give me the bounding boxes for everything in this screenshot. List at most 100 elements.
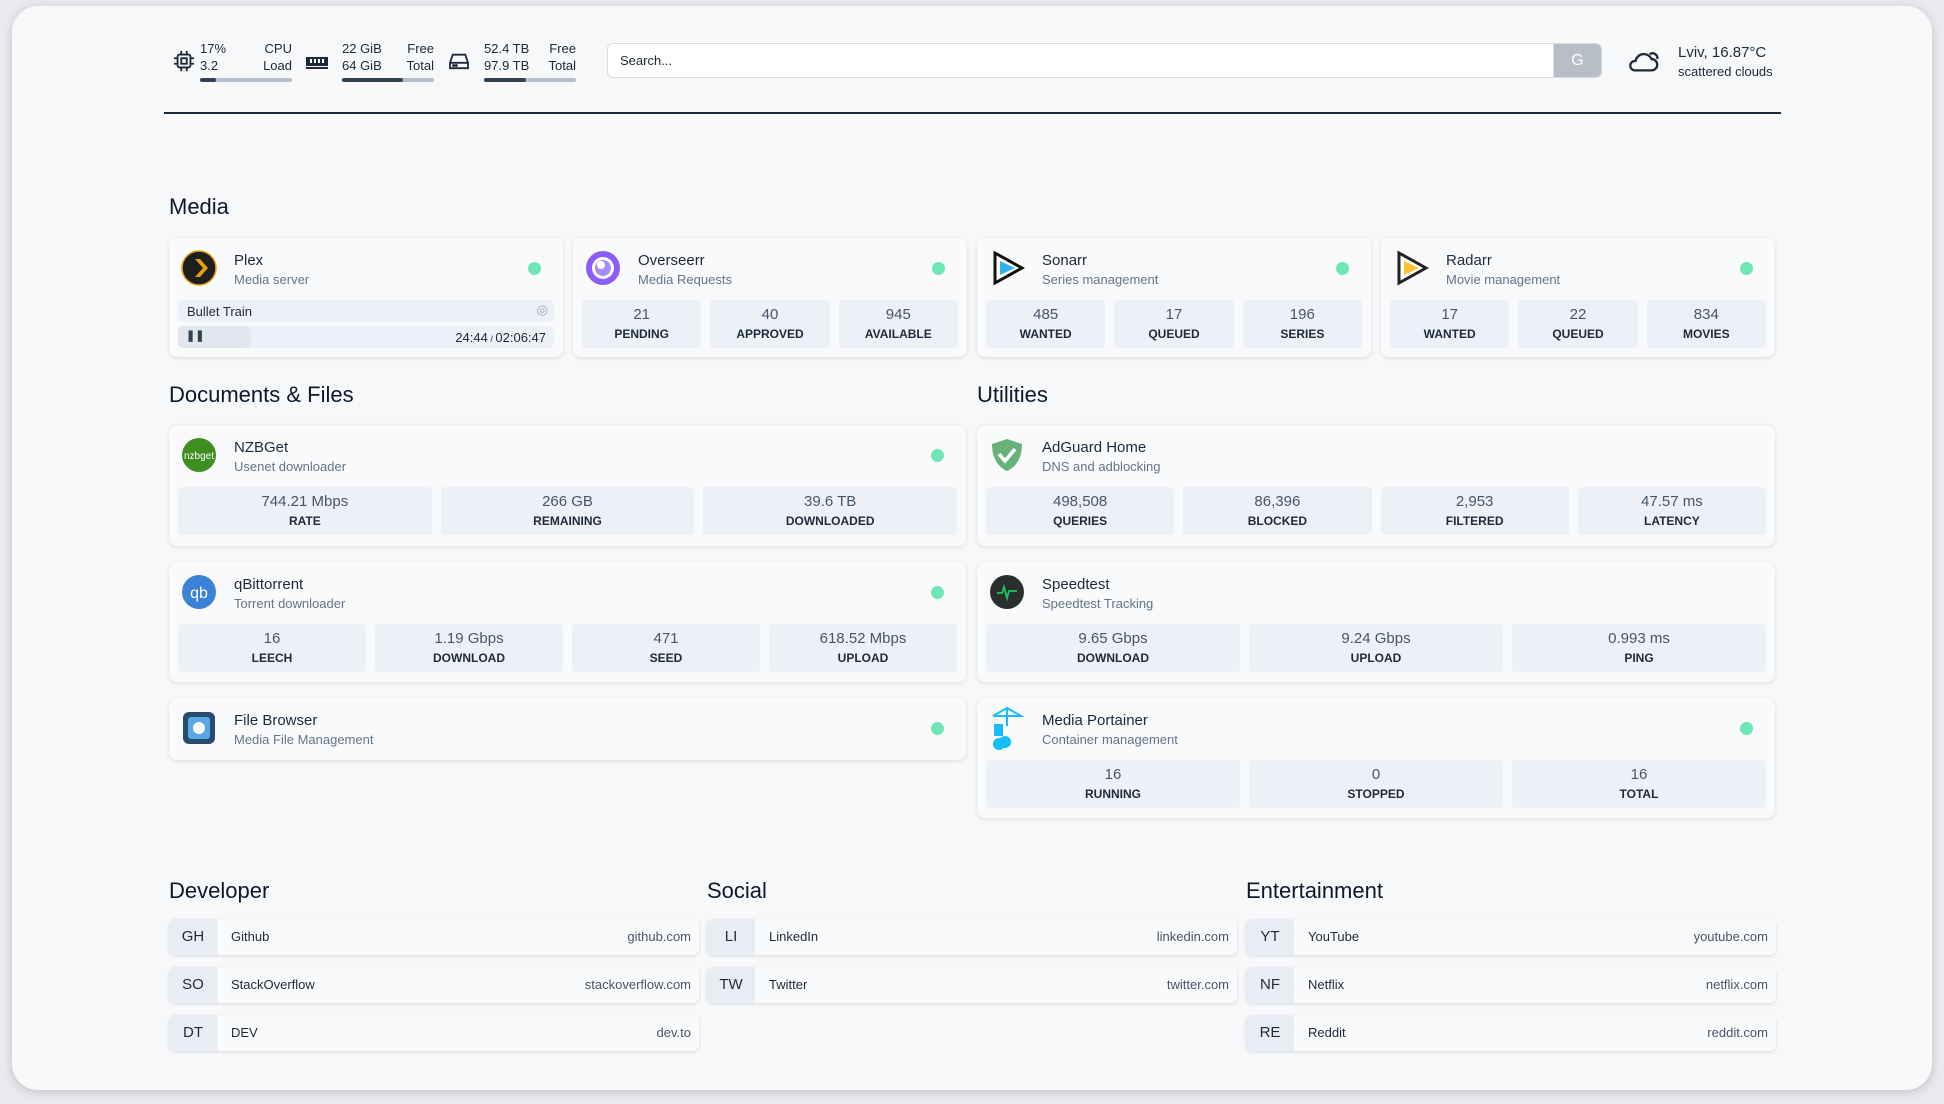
weather-location: Lviv, 16.87°C	[1678, 44, 1767, 61]
memory-usage-bar	[342, 78, 434, 82]
service-title: File Browser	[234, 712, 318, 729]
stat-value: 485	[1033, 306, 1059, 323]
service-card-portainer[interactable]: Media Portainer Container management 16 RUN…	[977, 698, 1775, 818]
service-card-radarr[interactable]: Radarr Movie management 17 WANTED 22 QUEUED 83…	[1381, 238, 1775, 357]
now-playing[interactable]: Bullet Train ◎	[178, 300, 554, 322]
stat-value: 498,508	[1053, 493, 1108, 510]
bookmark-url: linkedin.com	[1156, 929, 1229, 944]
stat-label: RATE	[288, 514, 321, 528]
stat-value: 40	[761, 306, 779, 323]
stat-wanted: 17 WANTED	[1390, 300, 1510, 348]
section-heading-media: Media	[169, 194, 229, 219]
stat-label: UPLOAD	[837, 651, 889, 665]
bookmark-abbr: SO	[169, 967, 217, 1003]
stream-info-icon[interactable]: ◎	[536, 302, 548, 317]
stat-series: 196 SERIES	[1242, 300, 1362, 348]
service-subtitle: Speedtest Tracking	[1042, 596, 1154, 611]
stats-row: 17 WANTED 22 QUEUED 834 MOVIES	[1390, 300, 1766, 348]
search-input[interactable]	[608, 44, 1548, 77]
service-subtitle: Movie management	[1446, 272, 1561, 287]
stat-value: 834	[1693, 306, 1719, 323]
cpu-icon	[173, 50, 195, 77]
overseerr-icon	[585, 250, 621, 286]
stat-label: WANTED	[1423, 327, 1476, 341]
stats-row: 16 RUNNING 0 STOPPED 16 TOTAL	[986, 760, 1766, 808]
stat-value: 17	[1165, 306, 1183, 323]
bookmark-netflix[interactable]: NF Netflix netflix.com	[1246, 967, 1776, 1003]
stat-value: 47.57 ms	[1641, 493, 1703, 510]
stat-label: DOWNLOAD	[1077, 651, 1149, 665]
service-subtitle: DNS and adblocking	[1042, 459, 1161, 474]
stat-label: QUEUED	[1148, 327, 1200, 341]
bookmark-dev[interactable]: DT DEV dev.to	[169, 1015, 699, 1051]
service-title: Overseerr	[638, 252, 705, 269]
bookmark-url: dev.to	[656, 1025, 691, 1040]
service-card-speedtest[interactable]: Speedtest Speedtest Tracking 9.65 Gbps DOWN…	[977, 562, 1775, 682]
stat-label: RUNNING	[1085, 787, 1141, 801]
service-title: Media Portainer	[1042, 712, 1148, 729]
playback-bar[interactable]: ❚❚ 24:44 / 02:06:47	[178, 326, 554, 348]
radarr-icon	[1393, 250, 1430, 286]
stat-label: TOTAL	[1619, 787, 1659, 801]
stat-label: FILTERED	[1445, 514, 1504, 528]
service-card-adguard[interactable]: AdGuard Home DNS and adblocking 498,508 QUE…	[977, 425, 1775, 546]
stat-upload: 9.24 Gbps UPLOAD	[1249, 624, 1503, 672]
stat-label: REMAINING	[533, 514, 602, 528]
status-indicator	[931, 586, 944, 599]
sonarr-icon	[989, 250, 1026, 286]
bookmark-abbr: DT	[169, 1015, 217, 1051]
section-heading-entertainment: Entertainment	[1246, 878, 1383, 903]
cloud-sun-icon	[1627, 46, 1661, 79]
stat-value: 9.24 Gbps	[1341, 630, 1411, 647]
section-heading-docs: Documents & Files	[169, 382, 354, 407]
dashboard	[12, 6, 1932, 1090]
stat-value: 86,396	[1254, 493, 1301, 510]
status-indicator	[932, 262, 945, 275]
stat-label: AVAILABLE	[864, 327, 932, 341]
service-card-nzbget[interactable]: nzbget NZBGet Usenet downloader 744.21 Mbps…	[169, 425, 966, 546]
svg-text:qb: qb	[190, 585, 208, 602]
bookmark-name: StackOverflow	[231, 977, 315, 992]
stat-value: 1.19 Gbps	[434, 630, 504, 647]
bookmark-abbr: LI	[707, 919, 755, 955]
service-title: AdGuard Home	[1042, 439, 1147, 456]
service-card-plex[interactable]: Plex Media server Bullet Train ◎ ❚❚ 24:44 / 0…	[169, 238, 563, 357]
stat-label: BLOCKED	[1247, 514, 1308, 528]
playback-progress	[178, 326, 252, 348]
stat-value: 2,953	[1455, 493, 1494, 510]
disk-value: 52.4 TB	[484, 41, 530, 56]
bookmark-reddit[interactable]: RE Reddit reddit.com	[1246, 1015, 1776, 1051]
service-title: Speedtest	[1042, 576, 1110, 593]
pause-icon[interactable]: ❚❚	[186, 330, 205, 342]
cpu-value-secondary: 3.2	[200, 58, 219, 73]
stat-value: 16	[1104, 766, 1122, 783]
portainer-icon	[989, 706, 1025, 750]
service-subtitle: Series management	[1042, 272, 1159, 287]
service-card-overseerr[interactable]: Overseerr Media Requests 21 PENDING 40 APPROV…	[573, 238, 967, 357]
disk-usage-fill	[484, 78, 527, 82]
bookmark-url: youtube.com	[1693, 929, 1768, 944]
playback-duration: 02:06:47	[495, 330, 546, 345]
bookmark-url: netflix.com	[1705, 977, 1768, 992]
header-divider	[164, 112, 1781, 114]
bookmark-twitter[interactable]: TW Twitter twitter.com	[707, 967, 1237, 1003]
service-card-filebrowser[interactable]: File Browser Media File Management	[169, 698, 966, 760]
stat-value: 9.65 Gbps	[1078, 630, 1148, 647]
bookmark-linkedin[interactable]: LI LinkedIn linkedin.com	[707, 919, 1237, 955]
memory-value-secondary: 64 GiB	[342, 58, 382, 73]
cpu-value: 17%	[200, 41, 227, 56]
service-card-qbittorrent[interactable]: qb qBittorrent Torrent downloader 16 LEECH 1.…	[169, 562, 966, 682]
service-card-sonarr[interactable]: Sonarr Series management 485 WANTED 17 QUEUED…	[977, 238, 1371, 357]
stat-pending: 21 PENDING	[582, 300, 702, 348]
stat-label: UPLOAD	[1350, 651, 1402, 665]
bookmark-stackoverflow[interactable]: SO StackOverflow stackoverflow.com	[169, 967, 699, 1003]
stat-value: 744.21 Mbps	[261, 493, 349, 510]
google-search-button[interactable]: G	[1553, 44, 1601, 77]
bookmark-github[interactable]: GH Github github.com	[169, 919, 699, 955]
stats-row: 21 PENDING 40 APPROVED 945 AVAILABLE	[582, 300, 958, 348]
stat-value: 471	[653, 630, 679, 647]
stat-seed: 471 SEED	[572, 624, 760, 672]
bookmark-youtube[interactable]: YT YouTube youtube.com	[1246, 919, 1776, 955]
stat-value: 0.993 ms	[1608, 630, 1670, 647]
stat-wanted: 485 WANTED	[986, 300, 1106, 348]
